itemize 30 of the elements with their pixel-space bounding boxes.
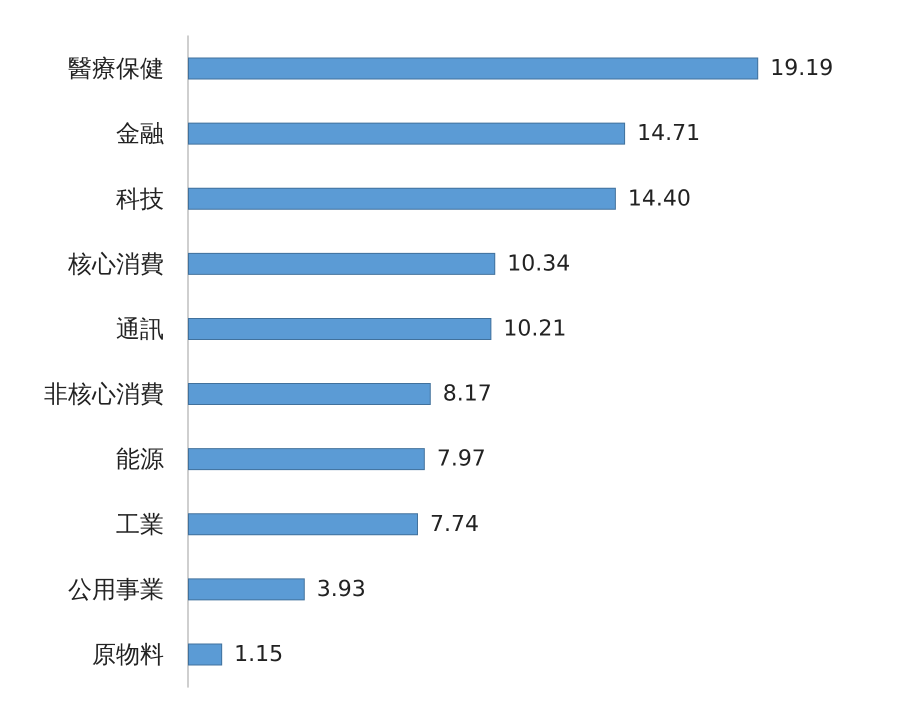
y-tick-label: 醫療保健 xyxy=(68,54,164,83)
y-tick-label: 通訊 xyxy=(116,314,164,343)
data-label: 8.17 xyxy=(442,382,492,407)
data-label: 1.15 xyxy=(234,642,284,667)
bar xyxy=(188,643,222,666)
y-tick-label: 非核心消費 xyxy=(44,380,164,408)
data-label: 3.93 xyxy=(316,576,366,602)
data-label: 10.34 xyxy=(507,251,570,276)
bar xyxy=(188,513,418,536)
y-tick-label: 金融 xyxy=(116,120,164,148)
data-label: 14.40 xyxy=(628,186,691,212)
data-label: 10.21 xyxy=(503,316,566,342)
data-label: 7.74 xyxy=(430,512,479,537)
y-tick-label: 科技 xyxy=(116,184,164,213)
y-tick-label: 核心消費 xyxy=(67,250,164,278)
bar xyxy=(188,318,492,340)
bar xyxy=(188,448,425,470)
data-label: 7.97 xyxy=(436,446,486,472)
y-tick-label: 公用事業 xyxy=(68,575,164,604)
data-label: 19.19 xyxy=(770,56,834,82)
bar xyxy=(188,188,616,210)
data-label: 14.71 xyxy=(637,121,700,146)
bar xyxy=(188,383,431,406)
bar xyxy=(188,578,305,600)
y-tick-label: 能源 xyxy=(116,445,164,474)
y-tick-label: 原物料 xyxy=(92,640,164,668)
bar xyxy=(188,58,758,80)
bar xyxy=(188,122,626,145)
y-tick-label: 工業 xyxy=(116,510,164,538)
bar xyxy=(188,252,496,275)
